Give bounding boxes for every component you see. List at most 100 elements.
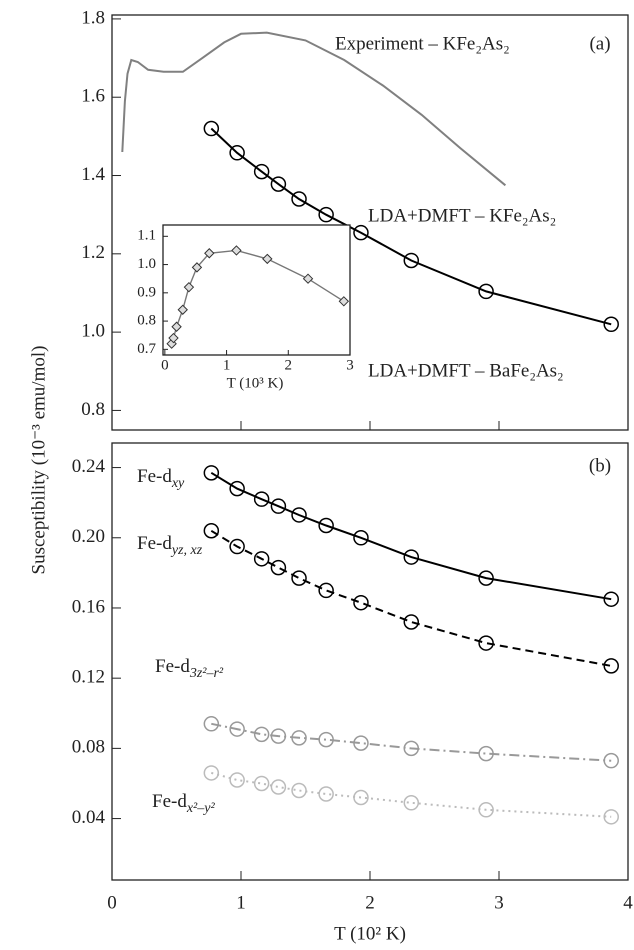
data-point [229,145,245,161]
series-subscript: xy [171,476,185,491]
data-point [318,206,334,223]
y-tick-label: 1.0 [81,320,105,341]
x-tick-label: 0 [161,357,169,373]
y-tick-label: 0.12 [72,667,105,688]
data-point [603,658,619,674]
data-point [270,728,287,744]
x-axis-label: T (10² K) [334,923,406,944]
y-tick-label: 0.16 [72,596,105,617]
data-point [291,570,307,586]
x-tick-label: 3 [494,892,504,913]
data-point [478,283,494,300]
data-point [353,530,369,546]
data-point [229,721,245,737]
y-tick-label: 0.7 [137,341,156,357]
data-point [203,465,220,481]
data-point [270,498,287,514]
series-line [211,771,612,818]
series-name: Fe-d [137,533,172,554]
annotation: Experiment – KFe₂As₂ [335,33,510,54]
data-point [353,594,369,611]
data-point [403,795,420,811]
x-axis-label: T (10³ K) [227,375,284,391]
data-point [603,809,619,825]
annotation: LDA+DMFT – KFe₂As₂ [368,205,556,226]
y-tick-label: 1.4 [81,164,105,185]
data-point [171,321,182,332]
data-point [603,316,619,333]
data-point [318,731,334,748]
data-point [403,252,420,269]
data-point [353,224,369,241]
y-tick-label: 0.8 [81,399,105,420]
panel: 0.7 0.8 0.9 1.0 1.1 0 1 2 3 T (10³ K) [137,224,354,391]
x-tick-label: 4 [623,892,633,913]
plot-frame [162,224,351,356]
data-point [318,517,334,534]
data-point [229,480,245,497]
series-name: Fe-d [155,656,190,677]
data-point [253,163,270,180]
data-point [478,802,494,818]
data-point [204,248,215,259]
series-name: Fe-d [152,791,187,812]
y-tick-label: 1.1 [137,228,156,244]
series-label: Fe-dyz, xz [137,533,203,558]
y-tick-label: 1.8 [81,7,105,28]
data-point [203,120,220,137]
y-tick-label: 1.0 [137,256,156,272]
x-tick-label: 3 [346,357,354,373]
panel: 0.04 0.08 0.12 0.16 0.20 0.24 0 1 2 3 4 T (10² K) Su… [28,346,633,945]
y-tick-label: 1.6 [81,86,105,107]
data-point [603,752,619,769]
data-point [270,779,287,795]
series-label: Fe-dx²–y² [152,791,215,816]
data-point [291,191,307,207]
data-point [403,549,420,565]
y-axis-label: Susceptibility (10⁻³ emu/mol) [28,346,49,575]
data-point [603,591,619,607]
data-point [403,740,420,757]
x-tick-label: 0 [107,892,117,913]
x-tick-label: 1 [236,892,246,913]
data-point [478,745,494,762]
data-point [229,772,245,788]
series-subscript: yz, xz [170,543,203,558]
y-tick-label: 0.8 [137,313,156,329]
x-tick-label: 1 [223,357,231,373]
plot-frame [111,442,629,881]
series-line [211,722,612,762]
annotation: (a) [589,33,610,54]
data-point [253,726,270,743]
series-label: Fe-d3z²–r² [155,656,224,681]
data-point [353,789,369,806]
series-line [210,471,612,601]
series-label: Fe-dxy [137,466,185,491]
data-point [253,551,270,567]
data-point [203,523,220,539]
data-point [270,176,287,192]
series-name: Fe-d [137,466,172,487]
data-point [168,332,179,344]
data-point [253,775,270,792]
annotation: (b) [589,455,611,476]
data-point [203,765,220,781]
series-line [121,31,507,187]
data-point [262,253,273,265]
x-tick-label: 2 [285,357,293,373]
data-point [231,245,242,256]
y-tick-label: 1.2 [81,242,105,263]
data-point [291,507,307,523]
data-point [478,570,494,586]
series-subscript: x²–y² [186,801,216,816]
y-tick-label: 0.08 [72,737,105,758]
annotation: LDA+DMFT – BaFe₂As₂ [368,360,564,381]
data-point [302,273,314,284]
data-point [270,559,287,576]
data-point [318,582,334,599]
data-point [318,786,334,802]
data-point [291,782,307,799]
y-tick-label: 0.9 [137,284,156,300]
y-tick-label: 0.24 [72,456,106,477]
